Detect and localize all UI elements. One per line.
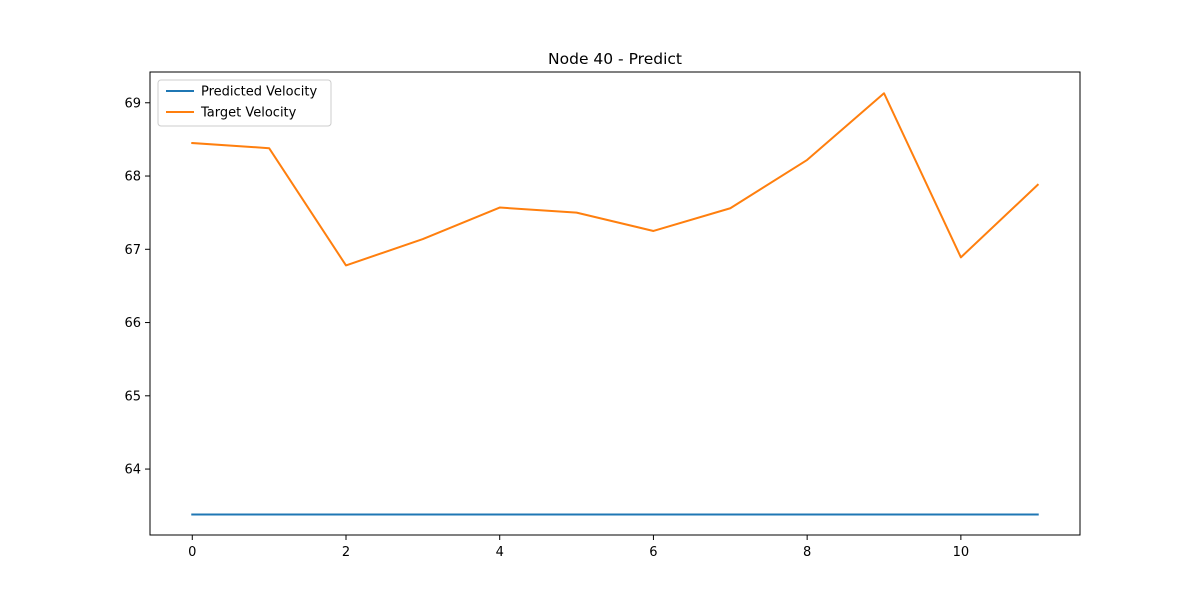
x-tick-label: 0 <box>188 545 196 560</box>
series-line-target-velocity <box>191 92 1040 267</box>
legend-label: Target Velocity <box>200 106 297 121</box>
y-tick-label: 64 <box>124 463 141 478</box>
y-tick-label: 66 <box>124 316 141 331</box>
chart-title: Node 40 - Predict <box>548 50 682 68</box>
plot-frame <box>149 71 1081 536</box>
legend-label: Predicted Velocity <box>201 85 317 100</box>
x-tick-label: 2 <box>342 545 350 560</box>
series-lines <box>191 92 1040 516</box>
x-axis: 0 2 4 6 8 10 <box>188 535 969 560</box>
x-tick-label: 10 <box>953 545 970 560</box>
y-tick-label: 68 <box>124 170 141 185</box>
x-tick-label: 6 <box>649 545 657 560</box>
y-tick-label: 69 <box>124 96 141 111</box>
y-tick-label: 67 <box>124 243 141 258</box>
legend-box <box>157 79 332 127</box>
plot-area <box>149 71 1081 536</box>
x-tick-label: 4 <box>496 545 504 560</box>
legend: Predicted Velocity Target Velocity <box>157 79 332 127</box>
x-tick-label: 8 <box>803 545 811 560</box>
y-tick-label: 65 <box>124 389 141 404</box>
y-axis: 64 65 66 67 68 69 <box>124 96 150 478</box>
